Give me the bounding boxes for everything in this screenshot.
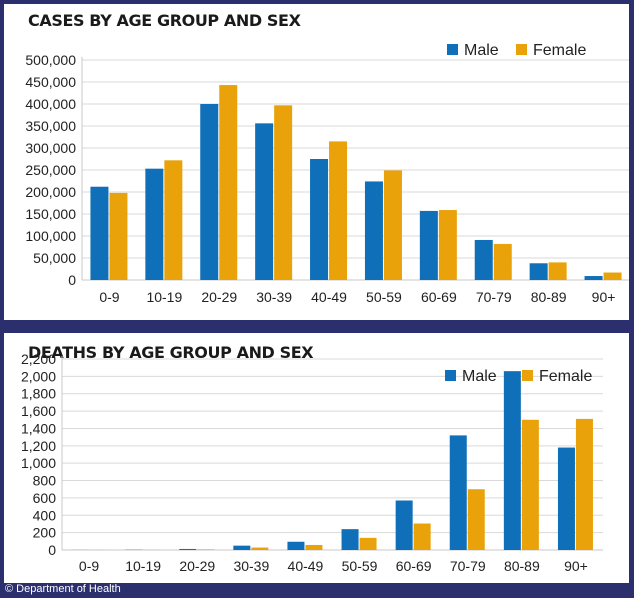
- cases-bar-male-70-79: [474, 239, 493, 280]
- cases-bar-female-90+: [603, 272, 622, 280]
- cases-y-tick-label: 450,000: [25, 74, 76, 90]
- cases-bar-female-30-39: [274, 105, 293, 280]
- cases-bar-female-20-29: [219, 85, 238, 280]
- deaths-bar-male-60-69: [395, 500, 413, 550]
- cases-x-tick-label: 70-79: [476, 289, 512, 305]
- deaths-bar-female-70-79: [467, 489, 485, 550]
- cases-x-tick-label: 50-59: [366, 289, 402, 305]
- cases-bar-female-10-19: [164, 160, 183, 280]
- cases-bar-female-50-59: [383, 170, 402, 280]
- deaths-x-tick-label: 70-79: [450, 558, 486, 574]
- deaths-y-tick-label: 600: [33, 490, 57, 506]
- cases-x-tick-label: 60-69: [421, 289, 457, 305]
- deaths-x-tick-label: 60-69: [396, 558, 432, 574]
- cases-bar-female-0-9: [109, 192, 128, 280]
- cases-bar-male-0-9: [90, 186, 109, 280]
- source-credit: © Department of Health: [5, 583, 121, 595]
- deaths-legend-label-female: Female: [539, 368, 592, 385]
- cases-bar-male-90+: [584, 276, 603, 280]
- cases-bar-female-70-79: [493, 243, 512, 280]
- cases-x-tick-label: 90+: [592, 289, 616, 305]
- cases-legend-swatch-female: [516, 44, 527, 55]
- deaths-y-tick-label: 1,200: [21, 438, 56, 454]
- cases-bar-female-60-69: [438, 210, 457, 280]
- cases-bar-male-30-39: [255, 123, 274, 280]
- cases-y-tick-label: 400,000: [25, 96, 76, 112]
- deaths-chart-title: DEATHS BY AGE GROUP AND SEX: [28, 343, 314, 362]
- deaths-x-tick-label: 40-49: [288, 558, 324, 574]
- cases-x-tick-label: 0-9: [99, 289, 119, 305]
- deaths-x-tick-label: 90+: [564, 558, 588, 574]
- deaths-y-tick-label: 2,200: [21, 351, 56, 367]
- deaths-bar-female-40-49: [305, 544, 323, 550]
- deaths-x-tick-label: 0-9: [79, 558, 99, 574]
- deaths-bar-male-50-59: [341, 529, 359, 550]
- cases-bar-chart: 0 50,000 100,000 150,000 200,000 250,000 300,0…: [25, 42, 629, 305]
- cases-chart-title: CASES BY AGE GROUP AND SEX: [28, 11, 301, 30]
- cases-y-tick-label: 250,000: [25, 162, 76, 178]
- deaths-bar-male-30-39: [233, 545, 251, 550]
- cases-x-tick-label: 30-39: [256, 289, 292, 305]
- cases-bar-female-80-89: [548, 262, 567, 280]
- cases-x-tick-label: 20-29: [201, 289, 237, 305]
- cases-y-tick-label: 0: [68, 272, 76, 288]
- deaths-y-tick-label: 800: [33, 473, 57, 489]
- deaths-chart-panel: DEATHS BY AGE GROUP AND SEX 0 200 400 600 80…: [4, 333, 629, 583]
- deaths-x-tick-label: 10-19: [125, 558, 161, 574]
- deaths-bar-male-40-49: [287, 541, 305, 550]
- deaths-y-tick-label: 200: [33, 525, 57, 541]
- deaths-bar-female-80-89: [521, 419, 539, 550]
- deaths-bar-male-20-29: [179, 548, 197, 550]
- cases-bar-male-20-29: [200, 104, 219, 280]
- deaths-bar-male-80-89: [503, 371, 521, 550]
- cases-bar-male-10-19: [145, 168, 164, 280]
- deaths-bar-female-30-39: [251, 547, 269, 550]
- deaths-y-tick-label: 1,000: [21, 455, 56, 471]
- deaths-legend-swatch-female: [522, 370, 533, 381]
- cases-bar-female-40-49: [329, 141, 348, 280]
- cases-legend-label-female: Female: [533, 42, 586, 59]
- cases-y-tick-label: 350,000: [25, 118, 76, 134]
- cases-bar-male-80-89: [529, 263, 548, 280]
- deaths-x-tick-label: 50-59: [342, 558, 378, 574]
- cases-chart-panel: CASES BY AGE GROUP AND SEX 0 50,000 100,00…: [4, 4, 629, 320]
- deaths-y-tick-label: 1,600: [21, 403, 56, 419]
- deaths-bar-male-90+: [557, 447, 575, 550]
- cases-y-tick-label: 200,000: [25, 184, 76, 200]
- deaths-legend-label-male: Male: [462, 368, 497, 385]
- cases-y-tick-label: 100,000: [25, 228, 76, 244]
- cases-legend-label-male: Male: [464, 42, 499, 59]
- cases-x-tick-label: 40-49: [311, 289, 347, 305]
- deaths-bar-female-60-69: [413, 523, 431, 550]
- deaths-bar-female-50-59: [359, 537, 377, 550]
- deaths-y-tick-label: 0: [48, 542, 56, 558]
- deaths-y-tick-label: 1,800: [21, 386, 56, 402]
- deaths-y-tick-label: 1,400: [21, 420, 56, 436]
- cases-x-tick-label: 10-19: [146, 289, 182, 305]
- cases-y-tick-label: 300,000: [25, 140, 76, 156]
- cases-y-tick-label: 500,000: [25, 52, 76, 68]
- deaths-x-tick-label: 80-89: [504, 558, 540, 574]
- cases-x-tick-label: 80-89: [531, 289, 567, 305]
- cases-y-tick-label: 150,000: [25, 206, 76, 222]
- cases-bar-male-50-59: [364, 181, 383, 280]
- cases-y-tick-label: 50,000: [33, 250, 76, 266]
- deaths-legend-swatch-male: [445, 370, 456, 381]
- cases-legend-swatch-male: [447, 44, 458, 55]
- deaths-y-tick-label: 2,000: [21, 368, 56, 384]
- deaths-y-tick-label: 400: [33, 507, 57, 523]
- deaths-bar-male-70-79: [449, 435, 467, 550]
- deaths-x-tick-label: 30-39: [233, 558, 269, 574]
- cases-bar-male-40-49: [310, 159, 329, 280]
- deaths-bar-female-20-29: [197, 549, 215, 550]
- cases-bar-male-60-69: [419, 210, 438, 280]
- deaths-x-tick-label: 20-29: [179, 558, 215, 574]
- deaths-bar-female-90+: [575, 418, 593, 550]
